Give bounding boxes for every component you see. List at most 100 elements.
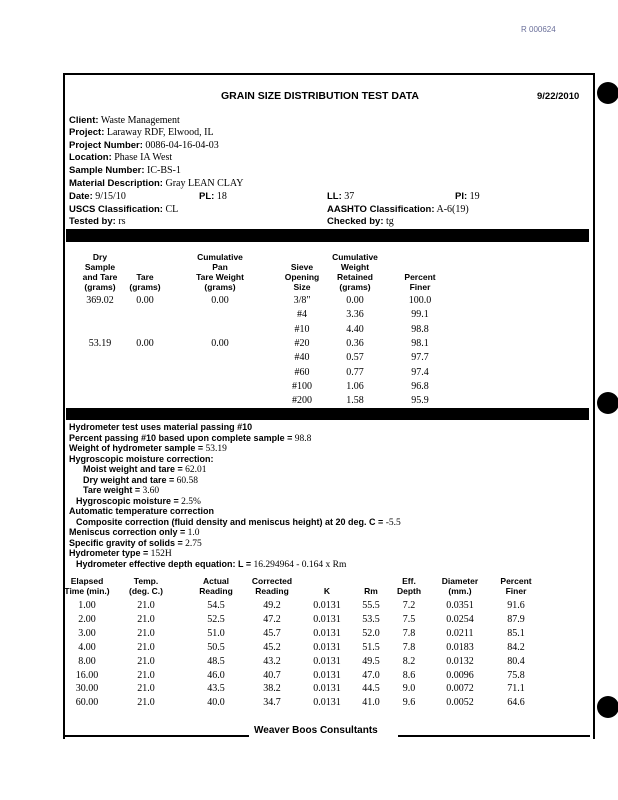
ll-value: 37 [344,191,355,202]
hydrometer-cell: 2.00 [78,613,96,625]
note-value: 152H [150,549,172,559]
pi-line: PI: 19 [455,191,480,202]
sieve-cell: 369.02 [86,295,114,306]
hydrometer-column-header: K [323,586,331,596]
sieve-cell: 98.1 [411,337,429,349]
hydrometer-column-header: Percent Finer [500,576,532,596]
sieve-cell: 97.7 [411,352,429,364]
hydrometer-cell: 21.0 [137,613,155,625]
note-label: Tare weight = [83,485,141,495]
hydrometer-note-line: Dry weight and tare = 60.58 [83,475,198,487]
sieve-cell: 3.36 [346,309,364,321]
sieve-cell: 0.00 [211,295,229,306]
document-title: GRAIN SIZE DISTRIBUTION TEST DATA [221,90,419,102]
hydrometer-cell: 0.0131 [313,655,341,667]
hydrometer-cell: 43.5 [207,683,225,695]
hydrometer-cell: 38.2 [263,683,281,695]
note-value: -5.5 [385,517,401,528]
hydrometer-cell: 7.2 [402,600,416,611]
hydrometer-cell: 21.0 [137,655,155,667]
sieve-cell: 97.4 [411,366,429,378]
uscs-line: USCS Classification: CL [69,204,179,215]
footer-rule-right [398,735,590,737]
note-value: 60.58 [176,475,199,486]
date-value: 9/15/10 [95,191,126,202]
note-value: 2.75 [185,538,202,549]
hydrometer-note-line: Tare weight = 3.60 [83,485,159,497]
hydrometer-cell: 85.1 [507,627,525,639]
hydrometer-cell: 0.0254 [446,613,474,625]
hydrometer-cell: 0.0183 [446,641,474,653]
hydrometer-note-line: Meniscus correction only = 1.0 [69,527,200,539]
note-label: Percent passing #10 based upon complete … [69,432,293,443]
hydrometer-cell: 55.5 [362,600,380,611]
hydrometer-cell: 91.6 [507,600,525,611]
sieve-cell: 95.9 [411,395,429,407]
hydrometer-note-line: Moist weight and tare = 62.01 [83,464,207,476]
hydrometer-cell: 0.0096 [446,669,474,681]
pi-value: 19 [469,191,480,202]
hydrometer-cell: 0.0131 [313,613,341,625]
hydrometer-column-header: Elapsed Time (min.) [64,576,110,596]
note-label: Hydrometer effective depth equation: L = [76,558,252,569]
hydrometer-column-header: Actual Reading [199,576,233,596]
hydrometer-cell: 40.0 [207,697,225,709]
date-line: Date: 9/15/10 [69,191,126,202]
hydrometer-note-line: Hygroscopic moisture correction: [69,454,214,466]
hydrometer-note-line: Hygroscopic moisture = 2.5% [76,496,201,508]
sieve-column-header: Tare (grams) [129,272,161,292]
sieve-cell: 100.0 [408,295,432,306]
hydrometer-cell: 0.0072 [446,683,474,695]
note-label: Hydrometer type = [69,548,149,558]
hydrometer-note-line: Composite correction (fluid density and … [76,517,401,529]
hydrometer-cell: 8.2 [402,655,416,667]
hydrometer-cell: 80.4 [507,655,525,667]
hydrometer-cell: 49.2 [263,600,281,611]
hydrometer-cell: 53.5 [362,613,380,625]
tested-line: Tested by: rs [69,216,126,227]
hydrometer-cell: 49.5 [362,655,380,667]
project-line: Project: Laraway RDF, Elwood, IL [69,127,214,138]
bates-stamp: R 000624 [521,25,556,34]
hydrometer-cell: 21.0 [137,627,155,639]
hydrometer-cell: 0.0131 [313,669,341,681]
hydrometer-cell: 0.0131 [313,627,341,639]
hydrometer-cell: 21.0 [137,641,155,653]
uscs-value: CL [165,204,179,215]
hydrometer-cell: 7.8 [402,641,416,653]
sieve-column-header: Dry Sample and Tare (grams) [82,252,118,292]
note-label: Hygroscopic moisture correction: [69,453,214,464]
footer-rule-left [64,735,249,737]
sieve-cell: 53.19 [88,337,112,349]
hydrometer-cell: 84.2 [507,641,525,653]
sieve-cell: #200 [292,395,312,407]
hydrometer-cell: 21.0 [137,697,155,709]
note-label: Composite correction (fluid density and … [76,516,384,527]
hydrometer-cell: 75.8 [507,669,525,681]
sieve-cell: #4 [297,309,307,321]
hydrometer-cell: 8.6 [402,669,416,681]
pl-line: PL: 18 [199,191,227,202]
footer-company: Weaver Boos Consultants [254,725,378,736]
hydrometer-cell: 8.00 [78,655,96,667]
hydrometer-cell: 47.0 [362,669,380,681]
note-value: 1.0 [187,528,200,538]
hydrometer-cell: 52.0 [362,627,380,639]
checked-value: tg [386,216,394,227]
material-value: Gray LEAN CLAY [165,178,244,189]
sieve-cell: 1.58 [346,395,364,407]
hydrometer-cell: 0.0131 [313,600,341,611]
hydrometer-column-header: Rm [364,586,378,596]
sieve-cell: 96.8 [411,380,429,392]
hydrometer-cell: 21.0 [137,600,155,611]
sieve-cell: #60 [294,366,310,378]
hydrometer-note-line: Hydrometer test uses material passing #1… [69,422,252,434]
hydrometer-cell: 4.00 [78,641,96,653]
note-label: Hygroscopic moisture = [76,495,179,506]
tested-value: rs [118,216,126,227]
report-date: 9/22/2010 [537,91,580,102]
sieve-cell: 0.57 [346,352,364,364]
sieve-cell: 99.1 [411,309,429,321]
sample-number-value: IC-BS-1 [147,165,181,176]
note-value: 62.01 [185,465,207,475]
